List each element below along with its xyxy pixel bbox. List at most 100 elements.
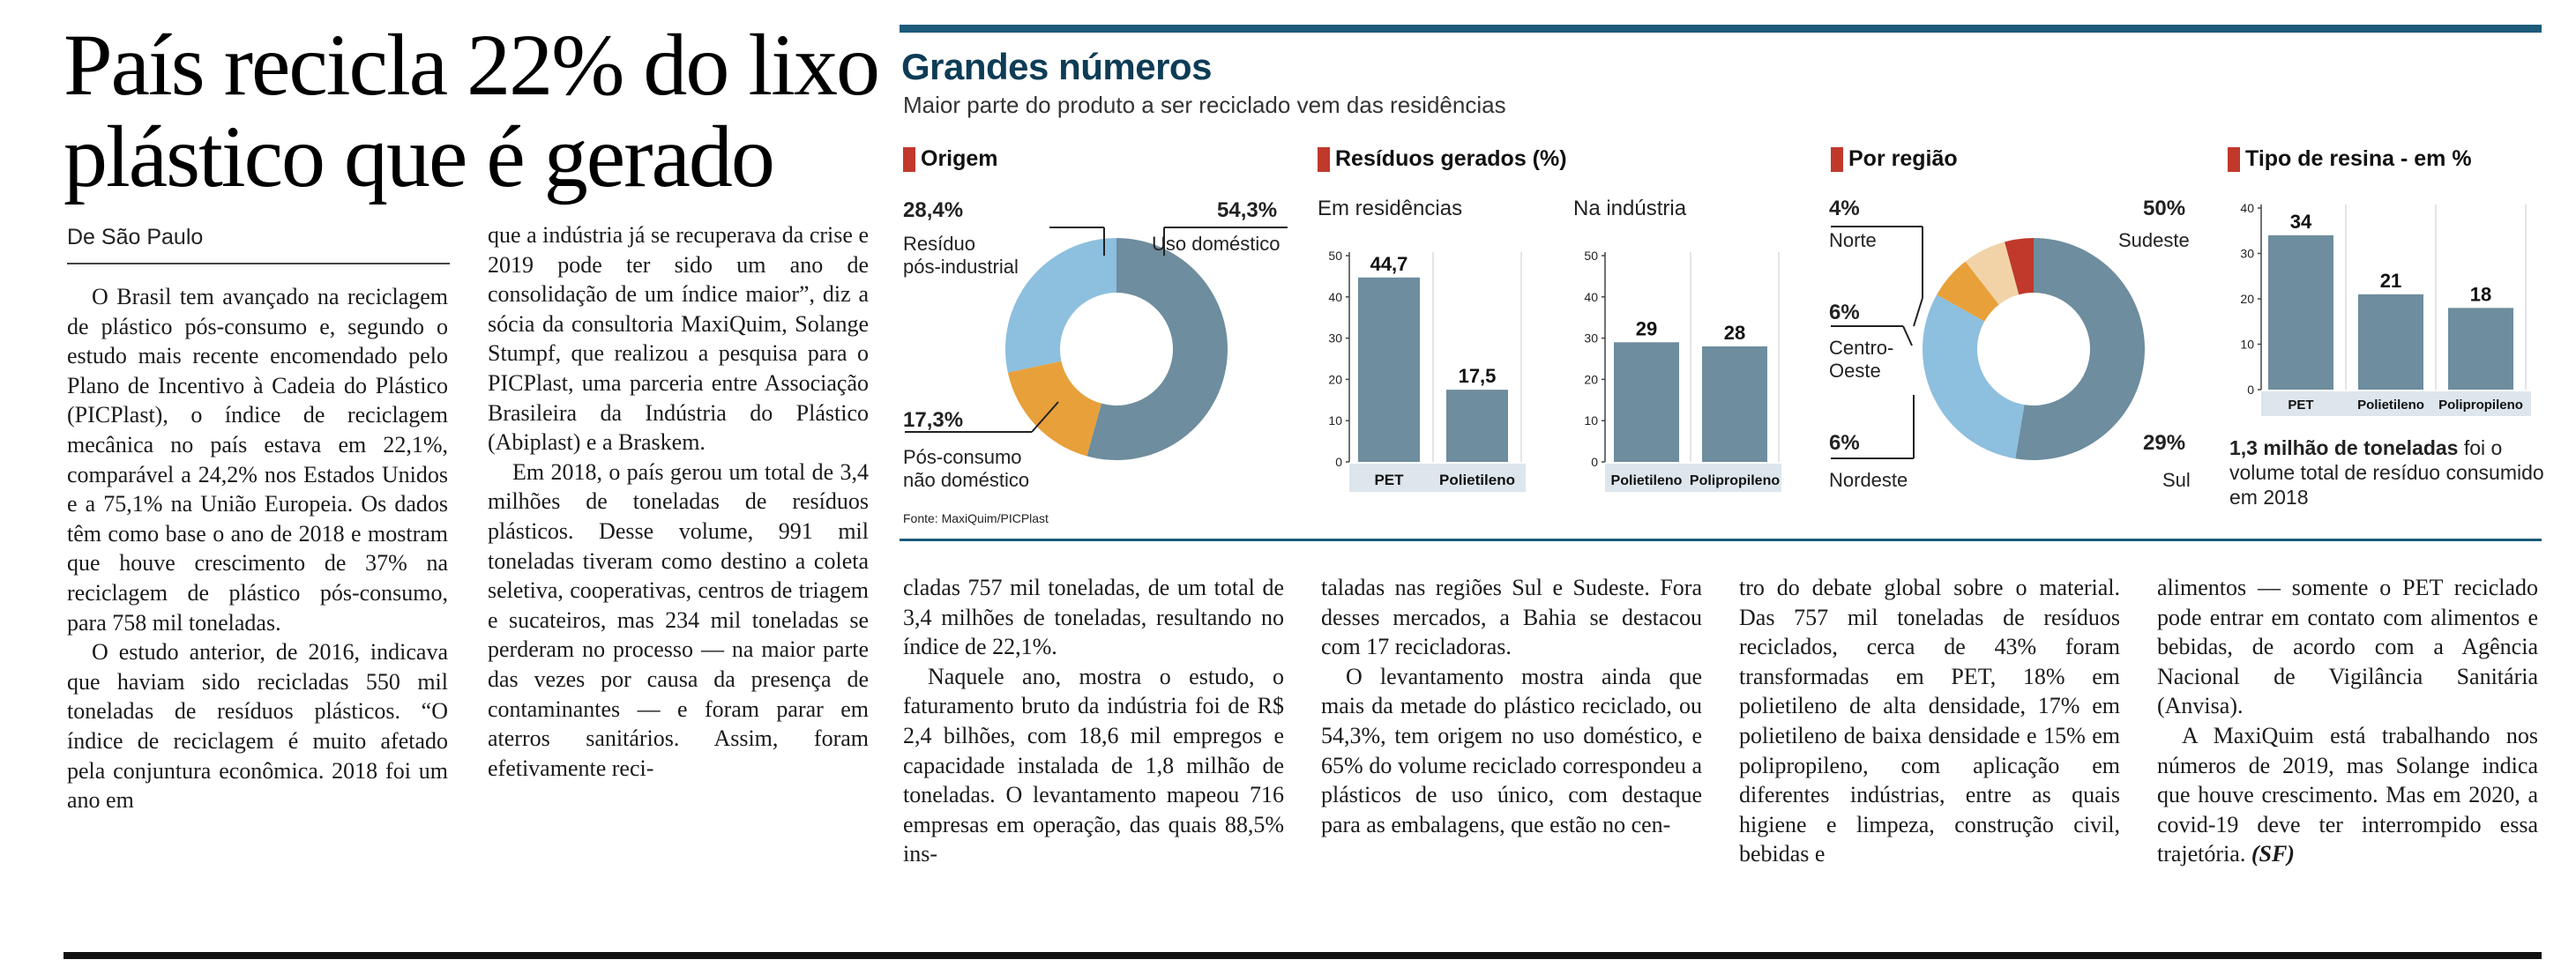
regiao-sudeste-label: Sudeste — [2118, 229, 2190, 251]
bar-chart-resina: 0 10 20 30 40 34 PET 21 Polietileno 18 Polipropile… — [2240, 201, 2531, 416]
section-title-origem: Origem — [903, 146, 998, 172]
article-paragraph: tro do debate global sobre o material. D… — [1739, 575, 2120, 867]
regiao-norte-label: Norte — [1829, 229, 1877, 251]
infographic-bottom-rule — [900, 539, 2542, 541]
y-tick-label: 20 — [1584, 372, 1598, 386]
regiao-nordeste-pct: 6% — [1829, 431, 1860, 455]
bar — [2268, 234, 2333, 390]
y-tick-label: 30 — [2240, 247, 2254, 261]
section-marker — [2228, 146, 2240, 172]
section-title-resina: Tipo de resina - em % — [2228, 146, 2472, 172]
section-title-text: Por região — [1848, 146, 1958, 171]
article-paragraph: que a indústria já se recuperava da cris… — [488, 222, 869, 456]
y-tick-label: 10 — [1584, 413, 1598, 428]
article-paragraph: O estudo anterior, de 2016, indicava que… — [67, 639, 448, 814]
leader-line — [1902, 325, 1913, 346]
section-title-regiao: Por região — [1831, 146, 1958, 172]
origem-nondomestic-label: Pós-consumo — [903, 446, 1022, 468]
regiao-sul-pct: 29% — [2143, 431, 2186, 455]
section-marker — [1318, 146, 1330, 172]
category-label: Polietileno — [1611, 473, 1683, 488]
category-label: PET — [2288, 398, 2313, 413]
bar-value-label: 44,7 — [1370, 253, 1408, 275]
origem-domestic-pct: 54,3% — [1217, 198, 1278, 222]
category-label: Polipropileno — [2438, 398, 2523, 413]
origem-donut-chart — [905, 227, 1288, 460]
donut-slice — [1086, 238, 1228, 460]
bar-value-label: 29 — [1636, 317, 1657, 339]
section-marker — [903, 146, 915, 172]
regiao-sul-label: Sul — [2162, 469, 2191, 491]
donut-slice — [2015, 238, 2145, 460]
article-paragraph: taladas nas regiões Sul e Sudeste. Fora … — [1321, 575, 1702, 660]
donut-slice — [1923, 294, 2025, 459]
section-title-text: Resíduos gerados (%) — [1335, 146, 1567, 171]
source-note: Fonte: MaxiQuim/PICPlast — [903, 511, 1049, 525]
author-initials: (SF) — [2251, 841, 2295, 867]
origem-nondomestic-label: não doméstico — [903, 469, 1030, 491]
y-tick-label: 50 — [1328, 249, 1342, 263]
chart-subtitle-residencias: Em residências — [1318, 197, 1463, 220]
bar — [1358, 277, 1420, 462]
article-paragraph: O levantamento mostra ainda que mais da … — [1321, 663, 1702, 837]
bar-chart-industria: 0 10 20 30 40 50 29 Polietileno 28 Polipropileno — [1584, 249, 1781, 492]
bar — [1614, 342, 1679, 462]
category-label: PET — [1374, 472, 1404, 488]
y-tick-label: 0 — [2247, 383, 2254, 397]
section-title-text: Origem — [921, 146, 998, 171]
article-paragraph: Em 2018, o país gerou um total de 3,4 mi… — [488, 458, 869, 781]
page-bottom-bar — [63, 952, 2542, 959]
y-tick-label: 20 — [2240, 292, 2254, 306]
bar — [2358, 294, 2423, 390]
origem-industrial-label: Resíduo — [903, 233, 975, 255]
section-title-text: Tipo de resina - em % — [2245, 146, 2472, 171]
infographic-subtitle: Maior parte do produto a ser reciclado v… — [903, 92, 1506, 118]
leader-line — [1031, 401, 1059, 433]
donut-slice — [1005, 238, 1116, 373]
headline: País recicla 22% do lixo plástico que é … — [63, 16, 880, 205]
category-band — [2261, 391, 2531, 416]
infographic-title: Grandes números — [901, 46, 1212, 87]
origem-nondomestic-pct: 17,3% — [903, 408, 964, 432]
chart-subtitle-industria: Na indústria — [1573, 197, 1687, 220]
resina-note-line: em 2018 — [2229, 486, 2309, 509]
bar-chart-residencias: 0 10 20 30 40 50 44,7 PET 17,5 Polietileno — [1328, 249, 1526, 492]
article-paragraph: O Brasil tem avançado na reciclagem de p… — [67, 284, 448, 636]
origem-slices — [1005, 238, 1228, 460]
y-tick-label: 40 — [1584, 290, 1598, 304]
y-tick-label: 30 — [1584, 331, 1598, 346]
category-label: Polietileno — [2357, 398, 2424, 413]
category-band — [1605, 464, 1781, 492]
article-column-5: tro do debate global sobre o material. D… — [1739, 573, 2120, 869]
y-tick-label: 0 — [1335, 455, 1342, 469]
regiao-nordeste-label: Nordeste — [1829, 469, 1908, 491]
bar-value-label: 18 — [2470, 283, 2491, 305]
y-tick-label: 10 — [2240, 338, 2254, 352]
article-column-6: alimentos — somente o PET reciclado pode… — [2157, 573, 2538, 869]
infographic-top-bar — [900, 25, 2542, 33]
article-paragraph: alimentos — somente o PET reciclado pode… — [2157, 575, 2538, 719]
section-title-residuos: Resíduos gerados (%) — [1318, 146, 1567, 172]
y-tick-label: 30 — [1328, 331, 1342, 346]
y-tick-label: 0 — [1591, 455, 1598, 469]
regiao-donut-chart — [1831, 226, 2145, 460]
regiao-centro-label: Oeste — [1829, 360, 1881, 382]
regiao-centro-pct: 6% — [1829, 301, 1860, 324]
donut-slice — [1965, 242, 2020, 305]
y-tick-label: 50 — [1584, 249, 1598, 263]
bar-value-label: 17,5 — [1459, 365, 1497, 387]
y-tick-label: 20 — [1328, 372, 1342, 386]
resina-note-bold: 1,3 milhão de toneladas — [2229, 436, 2459, 459]
bar — [2448, 308, 2513, 390]
article-column-3: cladas 757 mil toneladas, de um total de… — [903, 573, 1284, 869]
regiao-sudeste-pct: 50% — [2143, 197, 2186, 220]
bar-value-label: 21 — [2380, 270, 2401, 292]
leader-line — [1913, 297, 1923, 327]
donut-slice — [1937, 261, 1999, 322]
origem-industrial-label: pós-industrial — [903, 256, 1019, 278]
article-column-4: taladas nas regiões Sul e Sudeste. Fora … — [1321, 573, 1702, 839]
y-tick-label: 40 — [2240, 201, 2254, 215]
resina-note-text: foi o — [2458, 436, 2503, 459]
category-band — [1349, 464, 1526, 492]
section-marker — [1831, 146, 1843, 172]
